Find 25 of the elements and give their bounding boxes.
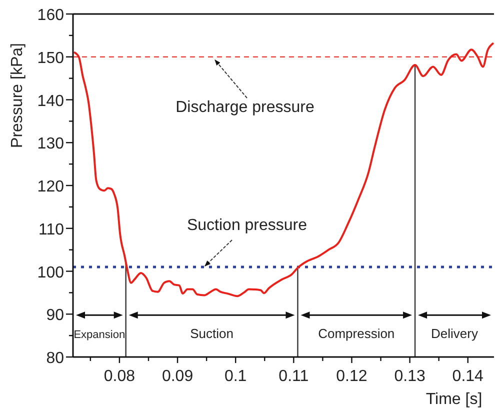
x-tick-label: 0.13 — [394, 368, 426, 385]
y-tick-label: 90 — [46, 307, 64, 324]
x-tick-label: 0.08 — [104, 368, 136, 385]
line-series — [74, 42, 494, 298]
annotation: Compression — [318, 326, 395, 342]
ref-line-label: Discharge pressure — [176, 99, 314, 116]
y-tick-label: 100 — [37, 264, 64, 282]
x-tick-label: 0.1 — [224, 368, 247, 385]
y-tick-label: 150 — [37, 50, 64, 67]
y-tick-label: 130 — [37, 136, 64, 153]
y-tick-label: 140 — [37, 92, 64, 110]
ref-line-label: Suction pressure — [186, 217, 308, 234]
annotation: Suction — [190, 326, 234, 342]
annotation: Delivery — [431, 326, 478, 342]
annotation: Expansion — [74, 329, 126, 342]
x-tick-label: 0.12 — [336, 368, 368, 385]
y-tick-label: 120 — [37, 178, 64, 196]
x-axis-title: Time [s] — [426, 391, 482, 408]
y-tick-label: 80 — [46, 350, 64, 367]
y-tick-label: 110 — [38, 221, 64, 238]
x-tick-label: 0.14 — [452, 368, 484, 385]
y-axis-title: Pressure [kPa] — [9, 43, 26, 148]
x-tick-label: 0.11 — [278, 368, 309, 385]
x-tick-label: 0.09 — [162, 368, 194, 385]
y-tick-label: 160 — [37, 7, 64, 24]
